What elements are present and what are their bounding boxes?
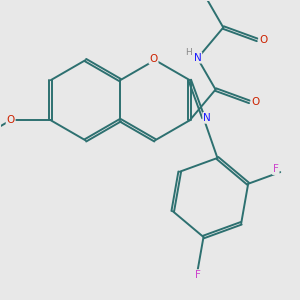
- Text: N: N: [203, 113, 211, 123]
- Text: N: N: [194, 53, 201, 63]
- Text: F: F: [195, 270, 200, 280]
- Text: F: F: [273, 164, 279, 174]
- Text: O: O: [251, 97, 260, 107]
- Text: O: O: [259, 35, 267, 45]
- Text: O: O: [7, 115, 15, 125]
- Text: H: H: [185, 48, 192, 57]
- Text: O: O: [149, 54, 158, 64]
